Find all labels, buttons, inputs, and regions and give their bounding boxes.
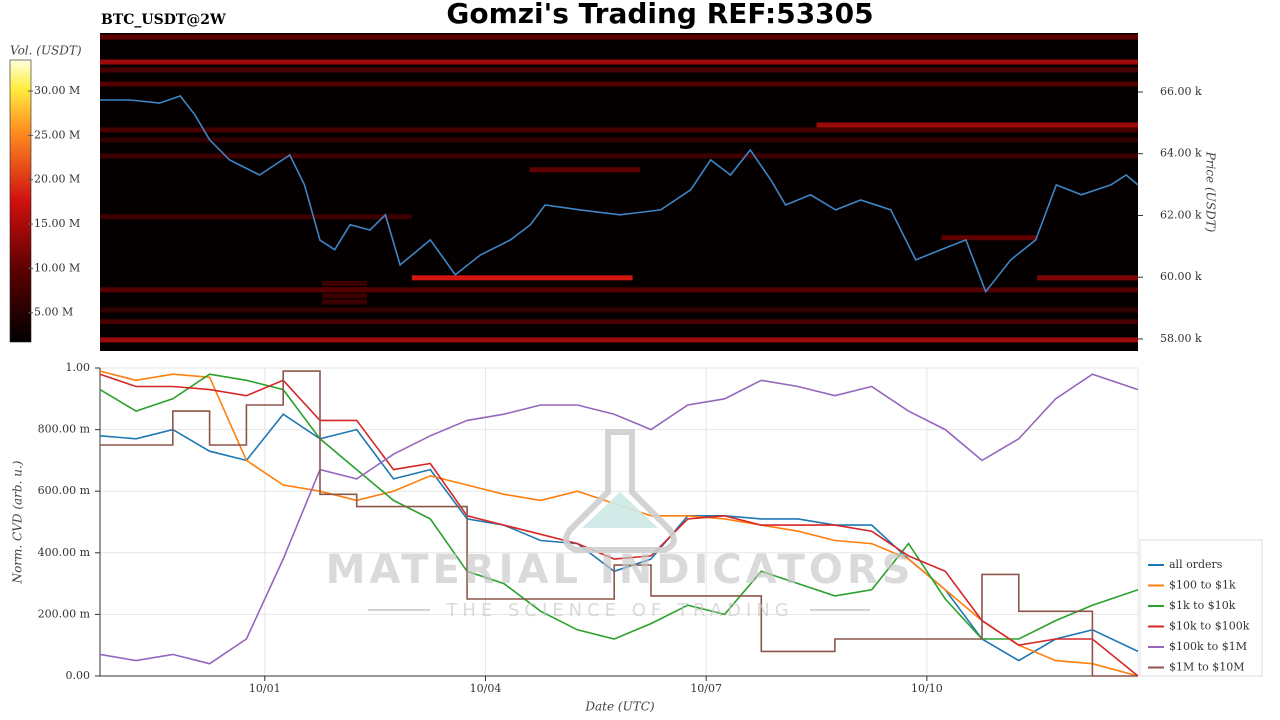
x-tick-label: 10/10 bbox=[911, 682, 943, 695]
colorbar bbox=[9, 59, 32, 343]
heatmap-cell bbox=[100, 319, 1138, 325]
legend-label: $10k to $100k bbox=[1169, 620, 1250, 633]
legend-label: all orders bbox=[1169, 558, 1223, 571]
heatmap-cell bbox=[1037, 275, 1138, 281]
legend-label: $1M to $10M bbox=[1169, 661, 1245, 674]
y-tick-label: 58.00 k bbox=[1160, 332, 1202, 345]
watermark-brand: MATERIAL INDICATORS bbox=[326, 547, 915, 593]
heatmap-cell bbox=[100, 137, 1138, 143]
x-tick-label: 10/07 bbox=[690, 682, 722, 695]
y-tick-label: 0.00 bbox=[66, 669, 91, 682]
market-label: BTC_USDT@2W bbox=[101, 12, 226, 28]
heatmap-cell bbox=[411, 275, 633, 281]
heatmap-cell bbox=[100, 127, 1138, 133]
heatmap-cell bbox=[322, 299, 368, 305]
heatmap-cell bbox=[941, 235, 1038, 241]
cvd-line bbox=[99, 373, 1139, 665]
heatmap-cell bbox=[100, 153, 1138, 159]
watermark-flask bbox=[563, 429, 677, 553]
colorbar-tick-label: 10.00 M bbox=[34, 261, 80, 274]
cvd-line bbox=[99, 373, 1139, 677]
y-tick-label: 200.00 m bbox=[38, 607, 91, 620]
heatmap-cell bbox=[100, 34, 1138, 40]
heatmap-cell bbox=[100, 337, 1138, 343]
y-tick-label: 64.00 k bbox=[1160, 147, 1202, 160]
watermark: MATERIAL INDICATORS THE SCIENCE OF TRADI… bbox=[326, 429, 915, 621]
watermark-tagline: THE SCIENCE OF TRADING bbox=[445, 600, 793, 621]
legend-label: $100k to $1M bbox=[1169, 640, 1247, 653]
colorbar-tick-label: 5.00 M bbox=[34, 306, 73, 319]
legend-label: $100 to $1k bbox=[1169, 579, 1236, 592]
heatmap-cell bbox=[100, 59, 1138, 65]
legend-label: $1k to $10k bbox=[1169, 599, 1236, 612]
colorbar-label: Vol. (USDT) bbox=[10, 44, 82, 58]
y-tick-label: 800.00 m bbox=[38, 423, 91, 436]
heatmap-cell bbox=[322, 280, 368, 286]
heatmap-background bbox=[100, 33, 1138, 351]
colorbar-tick-label: 30.00 M bbox=[34, 84, 80, 97]
heatmap-cell bbox=[529, 167, 640, 173]
colorbar-tick-label: 25.00 M bbox=[34, 128, 80, 141]
y-tick-label: 62.00 k bbox=[1160, 208, 1202, 221]
y-tick-label: 60.00 k bbox=[1160, 270, 1202, 283]
y-axis-label: Norm. CVD (arb. u.) bbox=[11, 460, 25, 584]
cvd-line bbox=[99, 373, 1139, 640]
legend bbox=[1139, 539, 1263, 677]
heatmap-cell bbox=[322, 293, 368, 299]
heatmap-cell bbox=[100, 67, 1138, 73]
y-tick-label: 1.00 bbox=[66, 361, 91, 374]
colorbar-tick-label: 15.00 M bbox=[34, 217, 80, 230]
x-tick-label: 10/04 bbox=[470, 682, 502, 695]
watermark-flask-fill bbox=[582, 492, 658, 528]
y-tick-label: 400.00 m bbox=[38, 546, 91, 559]
heatmap-cell bbox=[100, 307, 1138, 313]
heatmap-cell bbox=[100, 81, 1138, 87]
cvd-line bbox=[100, 370, 1138, 677]
heatmap-cell bbox=[100, 287, 1138, 293]
colorbar-tick-label: 20.00 M bbox=[34, 173, 80, 186]
price-line bbox=[100, 95, 1139, 294]
x-tick-label: 10/01 bbox=[249, 682, 281, 695]
page-title: Gomzi's Trading REF:53305 bbox=[446, 0, 873, 30]
y-tick-label: 600.00 m bbox=[38, 484, 91, 497]
x-axis-label: Date (UTC) bbox=[584, 700, 654, 714]
price-axis-label: Price (USDT) bbox=[1204, 151, 1218, 233]
heatmap-cell bbox=[100, 214, 412, 220]
y-tick-label: 66.00 k bbox=[1160, 85, 1202, 98]
heatmap-cell bbox=[816, 122, 1138, 128]
